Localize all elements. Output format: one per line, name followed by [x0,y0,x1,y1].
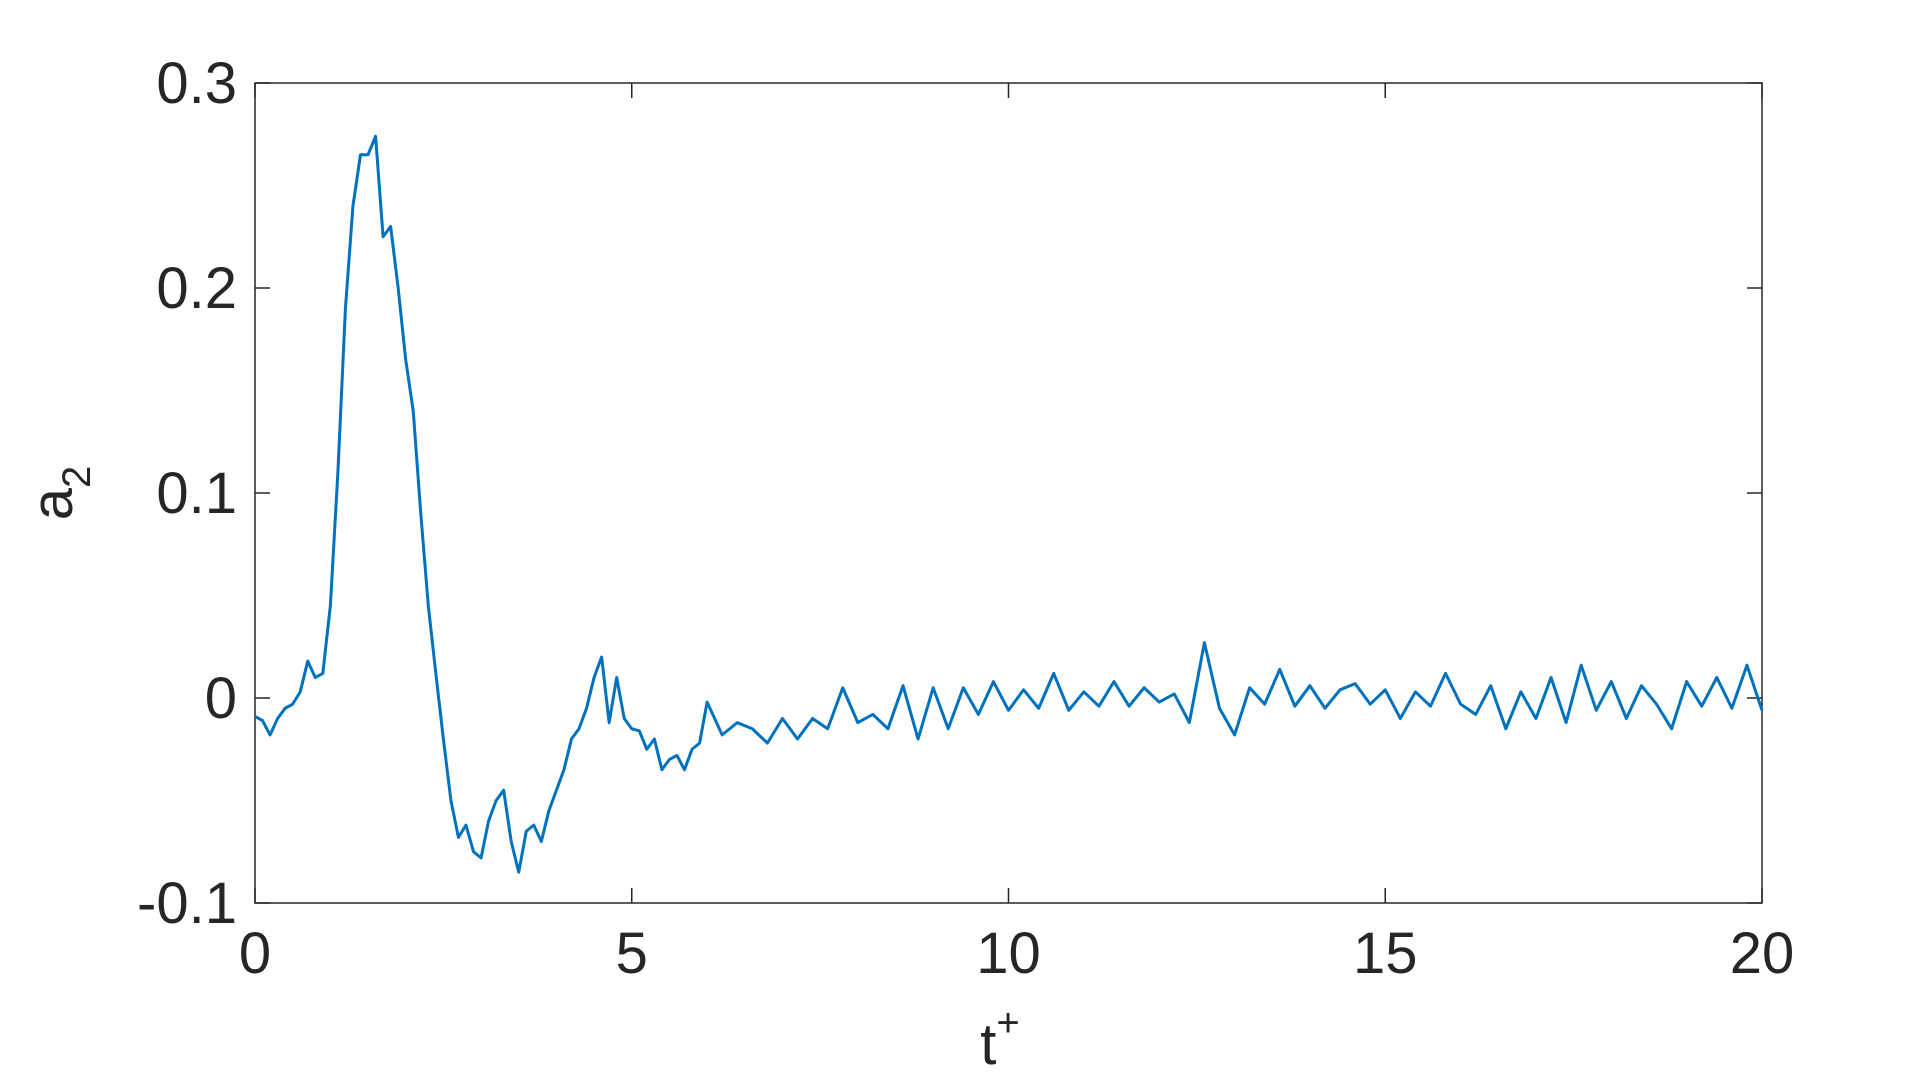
x-tick-label: 0 [239,921,271,986]
y-tick-label: -0.1 [137,871,237,936]
x-tick-label: 20 [1730,921,1795,986]
y-tick-label: 0.3 [156,51,237,116]
y-tick-label: 0 [205,666,237,731]
x-label-base: t [980,1012,996,1077]
x-axis-label: t+ [980,1001,1019,1077]
x-tick-label: 15 [1353,921,1418,986]
x-tick-label: 10 [976,921,1041,986]
x-label-superscript: + [996,1001,1019,1045]
y-label-subscript: 2 [55,466,99,488]
x-tick-label: 5 [616,921,648,986]
data-line [254,134,1764,874]
y-axis-label: a2 [20,466,99,521]
y-label-base: a [20,487,85,520]
y-tick-label: 0.1 [156,461,237,526]
y-tick-label: 0.2 [156,256,237,321]
axes-box [254,82,1763,904]
